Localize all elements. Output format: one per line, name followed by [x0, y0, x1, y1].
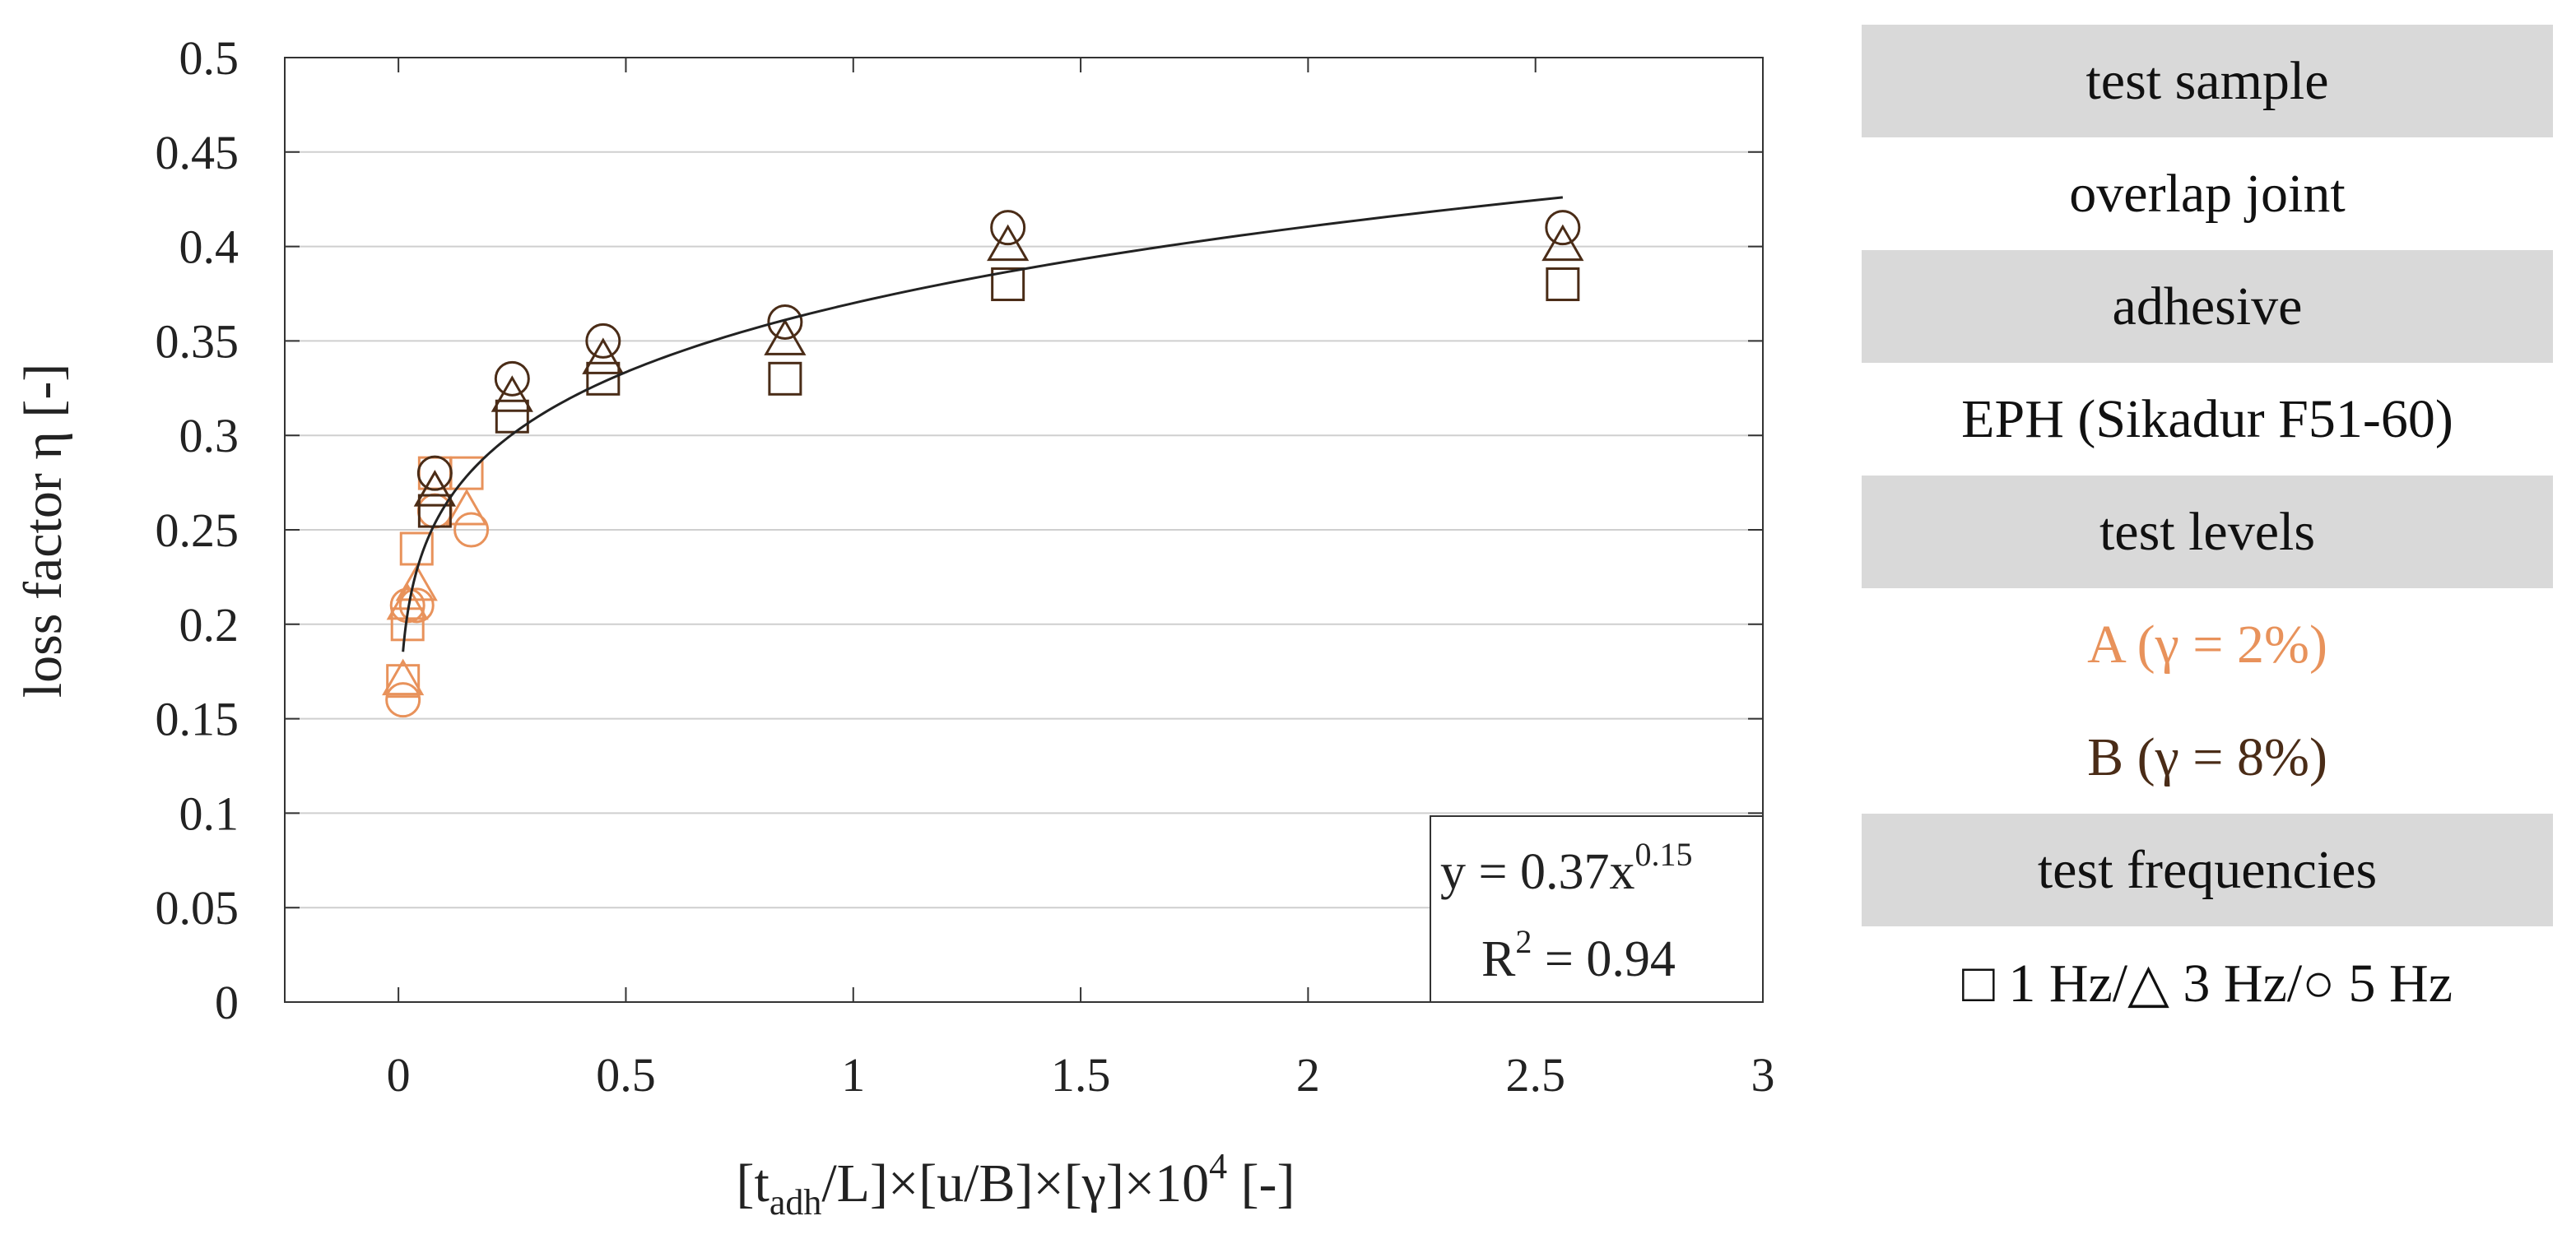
- point-a-circle: [385, 682, 421, 718]
- point-b-square: [768, 361, 802, 396]
- y-tick-label: 0: [215, 976, 239, 1029]
- x-tick-label: 2: [1296, 1048, 1320, 1102]
- x-axis-label: [tadh/L]×[u/B]×[γ]×104 [-]: [736, 1146, 1295, 1223]
- y-tick-label: 0.35: [156, 314, 239, 368]
- point-a-circle: [398, 587, 435, 624]
- point-a-square: [386, 664, 421, 698]
- x-tick-label: 0: [387, 1048, 411, 1102]
- y-tick-label: 0.1: [179, 787, 239, 840]
- point-b-triangle: [987, 224, 1030, 262]
- point-b-square: [1546, 267, 1580, 302]
- y-tick-label: 0.4: [179, 220, 239, 274]
- point-b-triangle: [491, 375, 533, 412]
- x-tick-label: 2.5: [1505, 1048, 1565, 1102]
- point-b-circle: [990, 210, 1026, 246]
- fit-annotation-box: y = 0.37x0.15 R2 = 0.94: [1430, 815, 1764, 1003]
- y-tick-label: 0.5: [179, 31, 239, 85]
- x-tick-label: 0.5: [596, 1048, 656, 1102]
- y-tick-label: 0.45: [156, 126, 239, 179]
- y-tick-label: 0.3: [179, 409, 239, 462]
- point-b-triangle: [413, 470, 456, 507]
- y-axis-label: loss factor η [-]: [13, 364, 73, 698]
- y-tick-label: 0.2: [179, 598, 239, 652]
- point-a-triangle: [382, 658, 425, 696]
- point-b-triangle: [1541, 224, 1584, 262]
- point-b-square: [991, 267, 1025, 302]
- x-tick-label: 1: [841, 1048, 865, 1102]
- x-tick-label: 1.5: [1051, 1048, 1111, 1102]
- point-a-triangle: [445, 489, 488, 526]
- legend-row-header: test levels: [1862, 476, 2553, 588]
- legend-row-header: adhesive: [1862, 250, 2553, 363]
- point-b-triangle: [764, 318, 807, 355]
- legend-row-value: overlap joint: [2069, 163, 2346, 224]
- point-b-square: [586, 361, 621, 396]
- legend-row-value: EPH (Sikadur F51-60): [1961, 388, 2453, 449]
- loss-factor-chart: 0 0.05 0.1 0.15 0.2 0.25 0.3 0.35 0.4 0.45 0.5 0 0.…: [13, 31, 1775, 1223]
- point-b-circle: [494, 360, 530, 397]
- legend-row-level-a: A (γ = 2%): [2087, 614, 2327, 675]
- legend-row-value: □ 1 Hz/△ 3 Hz/○ 5 Hz: [1961, 953, 2453, 1014]
- point-b-square: [417, 494, 452, 528]
- point-b-circle: [416, 455, 453, 491]
- data-points: [382, 210, 1584, 718]
- gridlines: [285, 151, 1763, 909]
- point-a-square: [449, 456, 484, 490]
- legend-row-level-b: B (γ = 8%): [2087, 726, 2327, 787]
- point-b-circle: [767, 304, 803, 340]
- point-b-circle: [585, 323, 621, 359]
- legend-row-header: test frequencies: [1862, 814, 2553, 926]
- y-tick-label: 0.15: [156, 693, 239, 746]
- point-b-triangle: [582, 337, 625, 374]
- point-b-circle: [1545, 210, 1581, 246]
- y-tick-labels: 0 0.05 0.1 0.15 0.2 0.25 0.3 0.35 0.4 0.45 0.5: [156, 31, 239, 1029]
- power-fit-curve: [402, 196, 1564, 652]
- point-b-square: [495, 399, 529, 434]
- point-a-triangle: [395, 564, 438, 601]
- point-a-circle: [453, 512, 490, 548]
- r-squared: R2 = 0.94: [1481, 923, 1676, 987]
- x-tick-label: 3: [1751, 1048, 1775, 1102]
- y-tick-label: 0.05: [156, 881, 239, 935]
- legend-row-header: test sample: [1862, 25, 2553, 137]
- legend-table: test sample overlap joint adhesive EPH (Sik…: [1862, 25, 2553, 1039]
- fit-equation: y = 0.37x0.15: [1440, 836, 1692, 900]
- y-tick-label: 0.25: [156, 503, 239, 557]
- x-tick-labels: 0 0.5 1 1.5 2 2.5 3: [387, 1048, 1775, 1102]
